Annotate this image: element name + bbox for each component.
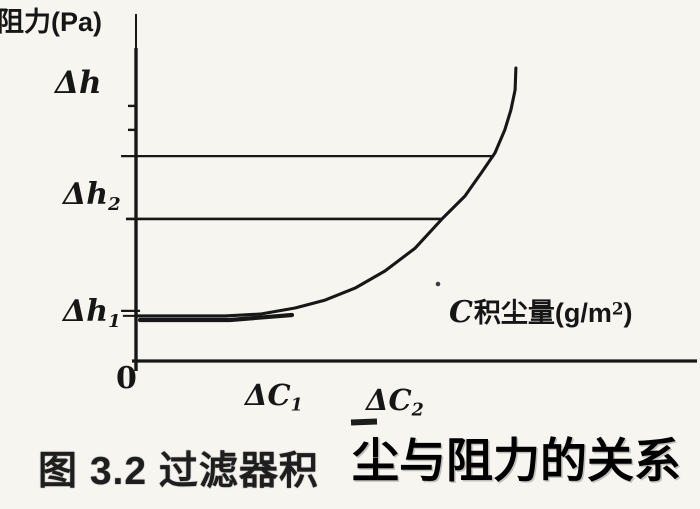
figure-caption-left: 图 3.2 过滤器积 — [38, 450, 319, 493]
dh1-base: Δh — [63, 294, 109, 329]
y-axis-title: 阻力(Pa) — [0, 7, 103, 37]
x-axis-variable: C — [449, 295, 473, 330]
scan-artifact-dash — [350, 418, 378, 426]
y-annotation-dh: Δh — [55, 65, 102, 101]
resistance-curve — [135, 66, 518, 318]
dc2-subscript: 2 — [411, 400, 424, 421]
dc1-base: ΔC — [245, 378, 291, 412]
dc2-base: ΔC — [366, 383, 412, 417]
x-axis-unit-superscript: 2 — [611, 298, 624, 319]
y-annotation-dh2: Δh2 — [63, 180, 121, 214]
dc1-subscript: 1 — [290, 395, 303, 416]
scan-artifact-dot — [435, 281, 441, 287]
x-axis-title: C积尘量(g/m2) — [449, 298, 633, 328]
x-annotation-dc1: ΔC1 — [245, 381, 303, 415]
x-axis-unit-close: ) — [623, 298, 633, 328]
curve-retrace-artifact — [137, 312, 295, 323]
dh2-base: Δh — [63, 177, 109, 212]
dh1-subscript: 1 — [108, 310, 121, 332]
x-annotation-dc2: ΔC2 — [366, 386, 424, 420]
dh2-subscript: 2 — [108, 193, 121, 215]
x-axis-title-text: 积尘量(g/m — [473, 298, 612, 328]
figure-caption-right: 尘与阻力的关系 — [352, 434, 681, 487]
origin-label: 0 — [116, 361, 137, 396]
y-annotation-dh1: Δh1 — [63, 297, 121, 331]
